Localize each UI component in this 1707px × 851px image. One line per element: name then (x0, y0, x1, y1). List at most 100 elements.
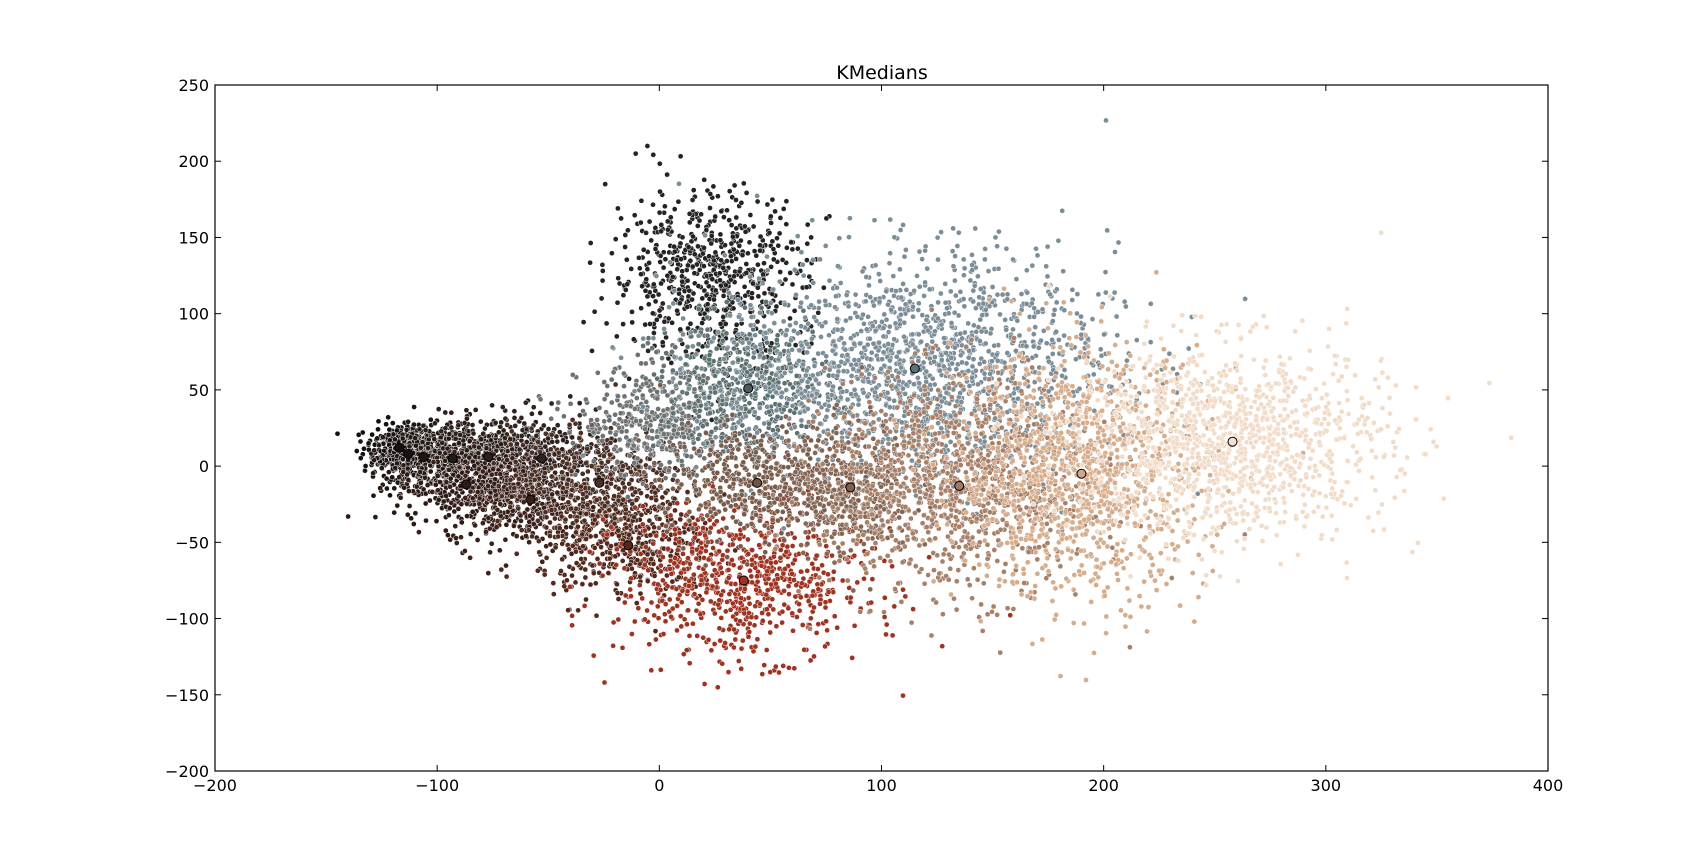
data-point (620, 292, 627, 299)
data-point (569, 434, 575, 441)
data-point (448, 499, 455, 506)
data-point (662, 489, 669, 496)
data-point (698, 539, 704, 546)
data-point (615, 527, 622, 534)
data-point (662, 203, 668, 210)
data-point (707, 525, 714, 531)
data-point (476, 495, 483, 502)
data-point (804, 567, 811, 574)
data-point (710, 183, 717, 190)
data-point (664, 218, 671, 225)
data-point (642, 360, 649, 367)
data-point (400, 462, 407, 469)
data-point (671, 243, 677, 250)
data-point (674, 627, 680, 634)
data-point (569, 622, 575, 629)
data-point (536, 549, 543, 556)
data-point (777, 269, 784, 275)
data-point (717, 237, 724, 244)
data-point (573, 517, 580, 524)
data-point (687, 320, 694, 327)
data-point (638, 490, 644, 496)
data-point (587, 240, 594, 246)
data-point (494, 506, 501, 513)
data-point (658, 280, 664, 287)
data-point (580, 319, 587, 325)
data-point (467, 488, 474, 495)
data-point (638, 408, 645, 415)
data-point (674, 603, 680, 609)
data-point (708, 233, 715, 239)
data-point (548, 465, 555, 472)
data-point (458, 534, 464, 541)
data-point (662, 601, 669, 607)
data-point (748, 573, 755, 580)
data-point (700, 525, 706, 531)
data-point (422, 427, 429, 434)
data-point (670, 427, 677, 434)
data-point (664, 272, 671, 279)
data-point (549, 491, 555, 498)
data-point (518, 415, 525, 421)
data-point (502, 415, 509, 422)
data-point (490, 460, 497, 467)
data-point (497, 471, 504, 478)
data-point (749, 579, 756, 586)
data-point (656, 209, 663, 216)
data-point (616, 436, 623, 443)
data-point (622, 287, 629, 293)
data-point (641, 556, 648, 563)
data-point (469, 422, 476, 428)
data-point (687, 560, 693, 567)
data-point (732, 636, 739, 643)
data-point (650, 443, 657, 449)
data-point (496, 456, 502, 462)
data-point (611, 446, 618, 453)
data-point (815, 621, 822, 627)
data-point (702, 548, 709, 554)
data-point (720, 293, 727, 299)
data-point (669, 319, 675, 326)
data-point (635, 605, 642, 612)
data-point (685, 607, 691, 614)
data-point (619, 558, 626, 564)
data-point (759, 671, 766, 677)
data-point (485, 570, 492, 576)
data-point (653, 316, 660, 323)
data-point (637, 551, 644, 557)
data-point (703, 227, 710, 233)
data-point (847, 599, 854, 606)
data-point (391, 509, 398, 516)
data-point (403, 426, 410, 433)
data-point (900, 692, 906, 699)
data-point (740, 180, 747, 187)
data-point (638, 511, 645, 518)
data-point (705, 637, 712, 643)
data-point (679, 278, 686, 285)
data-point (651, 330, 657, 336)
data-point (730, 233, 736, 240)
data-point (458, 519, 465, 526)
data-point (701, 244, 707, 251)
data-point (632, 504, 638, 511)
data-point (732, 581, 739, 587)
data-point (765, 611, 772, 618)
data-point (639, 595, 646, 602)
data-point (673, 417, 679, 424)
data-point (658, 228, 664, 235)
data-point (503, 573, 510, 580)
data-point (461, 420, 468, 426)
data-point (758, 532, 765, 539)
data-point (590, 570, 597, 576)
data-point (714, 579, 720, 586)
data-point (590, 458, 597, 465)
data-point (442, 457, 448, 464)
data-point (610, 369, 617, 376)
data-point (681, 434, 687, 440)
data-point (754, 284, 761, 291)
data-point (488, 471, 495, 478)
data-point (717, 321, 724, 327)
data-point (628, 593, 634, 600)
data-point (531, 477, 538, 483)
data-point (599, 268, 606, 274)
